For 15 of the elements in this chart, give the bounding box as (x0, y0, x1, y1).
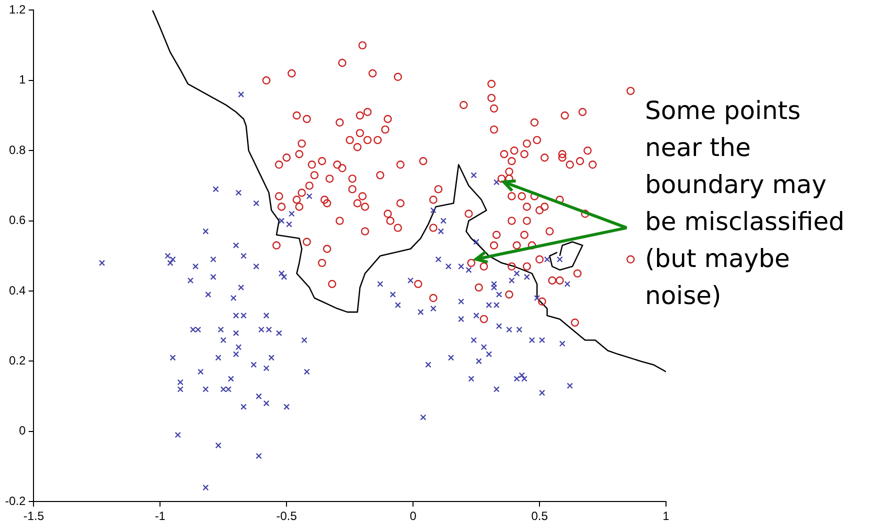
y-tick-label: 0 (18, 424, 26, 438)
x-tick-label: -0.5 (276, 509, 298, 524)
y-tick-label: 0.6 (8, 213, 26, 228)
y-tick-label: 1 (18, 72, 26, 87)
x-tick-label: -1.5 (23, 509, 44, 524)
y-tick-label: 0.8 (8, 142, 26, 157)
y-tick-label: -0.2 (4, 494, 26, 508)
x-tick-label: -1 (154, 509, 166, 524)
annotation: Some points near the boundary may be misclassified (but maybe noise) (645, 95, 846, 312)
y-tick-label: 0.4 (8, 283, 26, 298)
x-tick-label: 1 (662, 509, 670, 524)
y-tick-label: 0.2 (8, 354, 26, 368)
y-tick-label: 1.2 (8, 2, 26, 17)
x-tick-label: 0.5 (531, 509, 548, 524)
x-tick-label: 0 (410, 509, 417, 524)
